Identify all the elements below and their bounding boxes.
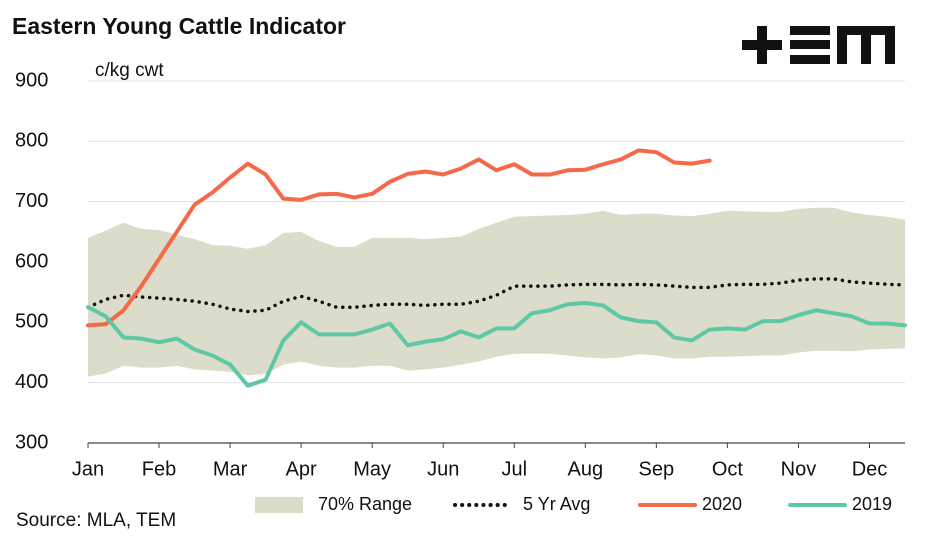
x-tick-label: Aug <box>568 458 604 480</box>
x-tick-label: Jan <box>72 458 104 480</box>
series-line <box>86 148 712 328</box>
x-tick-label: Sep <box>639 458 675 480</box>
x-tick-label: Jul <box>501 458 527 480</box>
legend-swatch <box>255 497 303 513</box>
y-tick-label: 700 <box>15 190 48 212</box>
x-tick-label: Oct <box>712 458 744 480</box>
y-tick-label: 600 <box>15 250 48 272</box>
y-tick-label: 400 <box>15 371 48 393</box>
chart-title: Eastern Young Cattle Indicator <box>12 13 346 39</box>
x-tick-label: Mar <box>213 458 248 480</box>
legend-label: 5 Yr Avg <box>523 494 590 514</box>
legend-label: 2019 <box>852 494 892 514</box>
x-tick-label: May <box>353 458 391 480</box>
x-tick-label: Apr <box>286 458 317 480</box>
legend-label: 70% Range <box>318 494 412 514</box>
source: Source: MLA, TEM <box>16 510 176 531</box>
x-tick-label: Jun <box>427 458 459 480</box>
legend-label: 2020 <box>702 494 742 514</box>
y-tick-label: 900 <box>15 69 48 91</box>
x-tick-label: Feb <box>142 458 176 480</box>
logo <box>742 26 895 64</box>
x-tick-label: Nov <box>781 458 817 480</box>
range-band <box>88 207 905 377</box>
y-tick-label: 500 <box>15 311 48 333</box>
x-tick-label: Dec <box>852 458 888 480</box>
y-axis-label: c/kg cwt <box>95 60 164 81</box>
series-line <box>86 301 907 388</box>
y-tick-label: 300 <box>15 431 48 453</box>
y-tick-label: 800 <box>15 130 48 152</box>
series-line <box>86 277 907 314</box>
